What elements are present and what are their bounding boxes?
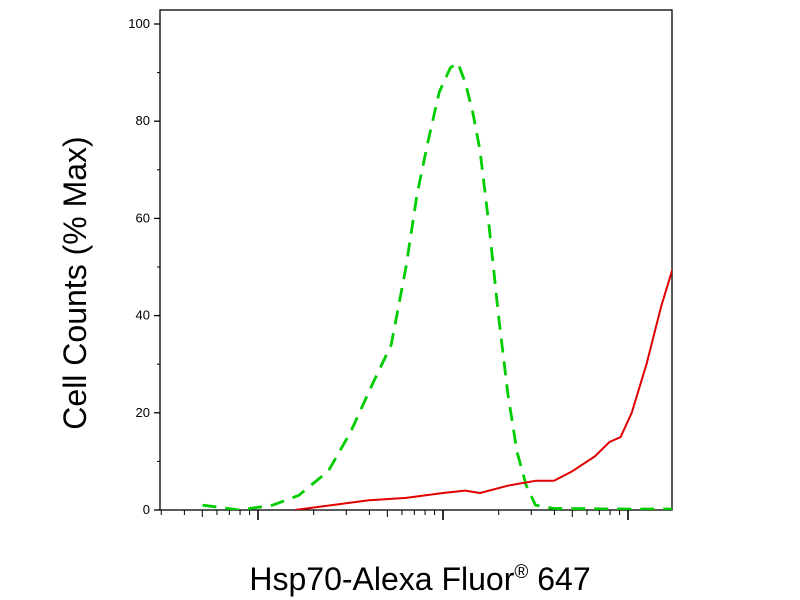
- plot-area: [159, 9, 673, 511]
- y-tick-label: 100: [128, 16, 150, 31]
- y-tick-label: 60: [136, 210, 150, 225]
- sample-histogram-line: [294, 267, 672, 510]
- x-axis: [160, 510, 629, 520]
- control-histogram-line: [202, 61, 672, 510]
- x-axis-title: Hsp70-Alexa Fluor® 647: [249, 561, 590, 597]
- y-axis-title: Cell Counts (% Max): [57, 136, 93, 429]
- x-axis-title-main: Hsp70-Alexa Fluor: [249, 561, 514, 597]
- plot-frame: [159, 9, 673, 511]
- y-tick-label: 80: [136, 113, 150, 128]
- y-tick-label: 40: [136, 308, 150, 323]
- x-axis-title-registered-mark: ®: [514, 562, 528, 583]
- x-axis-title-suffix: 647: [528, 561, 590, 597]
- y-tick-label: 0: [143, 502, 150, 517]
- y-axis: 0 20 40 60 80 100: [128, 16, 160, 517]
- y-tick-label: 20: [136, 405, 150, 420]
